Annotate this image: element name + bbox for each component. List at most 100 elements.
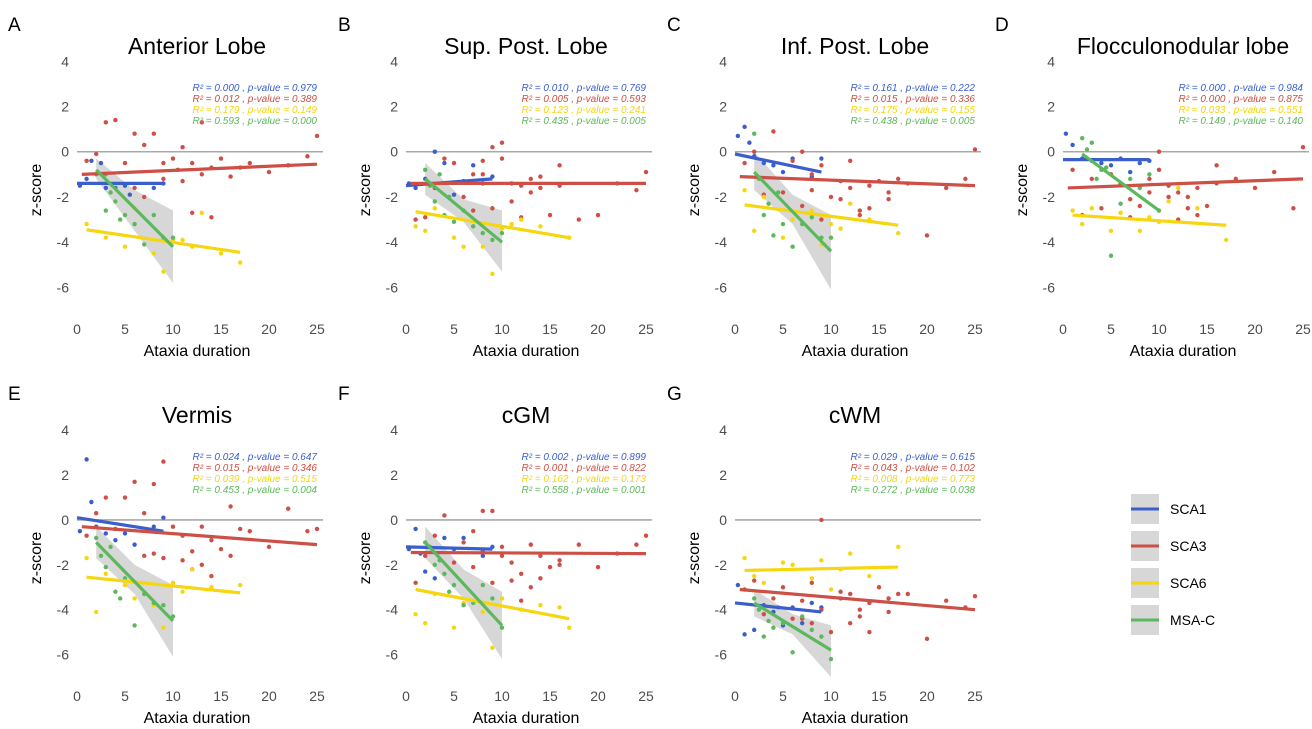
data-point [266,169,272,175]
data-point [180,558,185,563]
stats-text: R² = 0.438 , p-value = 0.005 [850,116,975,127]
data-point [756,607,762,612]
data-point [218,156,224,161]
y-tick-label: 0 [390,144,398,160]
data-point [1128,197,1133,202]
data-point [122,582,128,588]
y-tick-label: -6 [57,647,70,663]
data-point [122,244,128,249]
y-axis-label: z-score [686,164,703,217]
y-tick-label: 2 [719,99,727,115]
legend-label: SCA3 [1170,538,1207,554]
data-point [752,627,757,633]
data-point [84,221,89,227]
x-tick-label: 25 [309,688,325,704]
data-point [247,160,252,166]
data-point [790,616,795,621]
data-point [867,629,872,635]
data-point [747,140,752,145]
data-point [509,221,514,227]
data-point [199,562,204,568]
data-point [228,504,233,509]
data-point [634,542,639,547]
data-point [1128,176,1133,182]
data-point [1195,185,1200,191]
data-point [305,154,310,159]
legend-label: MSA-C [1170,612,1215,628]
data-point [286,506,291,511]
y-tick-label: -6 [715,647,728,663]
data-point [547,212,553,218]
data-point [471,208,476,213]
data-point [742,632,747,637]
y-tick-label: 0 [61,144,69,160]
data-point [857,607,862,612]
data-point [790,650,795,655]
x-tick-label: 20 [261,688,277,704]
x-tick-label: 20 [590,688,606,704]
data-point [490,645,495,651]
data-point [480,172,485,177]
panel-letter: F [338,384,350,405]
data-point [1156,149,1162,154]
stats-text: R² = 0.024 , p-value = 0.647 [192,452,317,463]
data-point [199,524,204,529]
data-point [1291,206,1296,211]
x-tick-label: 15 [542,688,558,704]
data-point [1070,142,1075,148]
data-point [1108,228,1114,234]
data-point [809,208,814,213]
data-point [461,244,466,249]
data-point [528,585,533,590]
data-point [809,620,814,626]
data-point [828,587,834,592]
data-point [190,210,195,215]
x-tick-label: 0 [73,688,81,704]
data-point [528,176,533,182]
data-point [161,160,166,166]
data-point [771,596,776,601]
y-tick-label: -6 [57,279,70,295]
data-point [490,206,495,211]
x-tick-label: 25 [967,321,983,337]
data-point [742,124,747,130]
data-point [809,580,814,585]
data-point [199,172,204,177]
x-tick-label: 15 [871,688,887,704]
data-point [752,131,757,136]
stats-text: R² = 0.149 , p-value = 0.140 [1178,116,1303,127]
data-point [838,197,843,202]
data-point [1070,167,1075,173]
data-point [499,140,505,145]
x-tick-label: 10 [494,321,510,337]
x-tick-label: 25 [967,688,983,704]
data-point [766,201,771,206]
data-point [490,580,495,585]
data-point [809,576,814,581]
stats-text: R² = 0.002 , p-value = 0.899 [521,452,646,463]
data-point [576,542,581,547]
data-point [1252,185,1258,191]
data-point [432,576,437,581]
data-point [228,174,233,179]
data-point [857,614,862,619]
x-tick-label: 20 [261,321,277,337]
y-tick-label: -2 [715,189,728,205]
data-point [218,546,224,552]
data-point [84,158,89,163]
data-point [886,596,891,601]
data-point [314,526,320,532]
data-point [247,528,252,534]
x-axis-label: Ataxia duration [144,710,251,727]
data-point [84,533,89,538]
stats-text: R² = 0.012 , p-value = 0.389 [192,94,317,105]
data-point [634,187,639,193]
data-point [838,226,843,231]
data-point [94,609,99,615]
data-point [1089,176,1095,182]
data-point [848,620,853,626]
x-tick-label: 15 [213,321,229,337]
data-point [1099,206,1104,211]
